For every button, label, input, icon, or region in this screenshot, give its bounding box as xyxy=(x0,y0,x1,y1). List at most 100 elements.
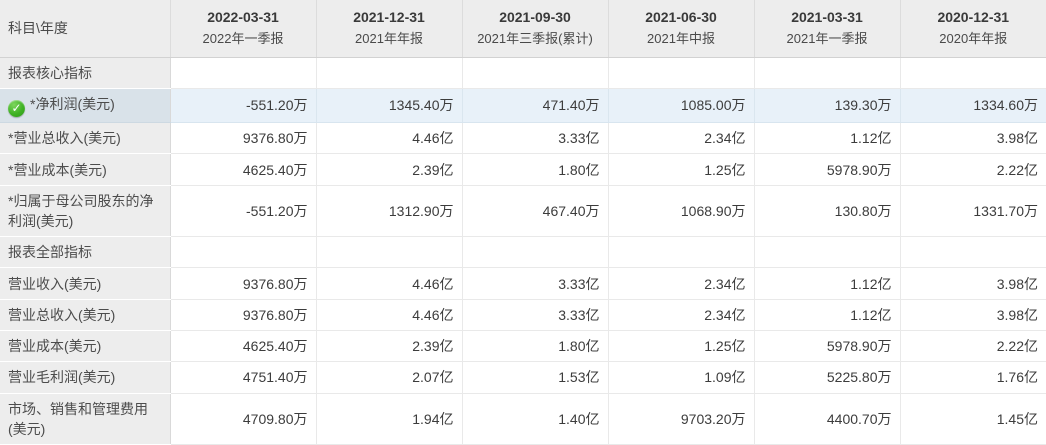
cell-value: 4.46亿 xyxy=(315,122,462,155)
cell-value: 1.45亿 xyxy=(899,393,1046,445)
cell-value: 1331.70万 xyxy=(899,185,1046,238)
empty-cell xyxy=(753,236,900,269)
column-header-date: 2022-03-31 xyxy=(207,9,279,26)
cell-value: 1.80亿 xyxy=(461,153,608,186)
cell-value: 5225.80万 xyxy=(753,361,900,394)
cell-value: 1334.60万 xyxy=(899,88,1046,124)
table-row[interactable]: 营业收入(美元) 9376.80万 4.46亿 3.33亿 2.34亿 1.12亿 3.98… xyxy=(0,267,1046,300)
row-label: 营业收入(美元) xyxy=(0,267,171,300)
column-header-date: 2021-06-30 xyxy=(645,9,717,26)
row-label-text: *净利润(美元) xyxy=(30,95,115,112)
cell-value: 3.33亿 xyxy=(461,299,608,331)
corner-header: 科目\年度 xyxy=(0,0,170,58)
row-label-text: 市场、销售和管理费用(美元) xyxy=(8,400,148,437)
row-label: 市场、销售和管理费用(美元) xyxy=(0,393,171,445)
cell-value: 4400.70万 xyxy=(753,393,900,445)
empty-cell xyxy=(169,57,316,89)
row-label-text: *营业总收入(美元) xyxy=(8,130,121,147)
row-label-text: 营业总收入(美元) xyxy=(8,306,116,323)
row-label-text: *归属于母公司股东的净利润(美元) xyxy=(8,192,154,229)
section-row: 报表核心指标 xyxy=(0,57,1046,89)
column-header-period: 2021年三季报(累计) xyxy=(477,31,593,47)
cell-value: 4709.80万 xyxy=(169,393,316,445)
empty-cell xyxy=(607,236,754,269)
row-label: *营业成本(美元) xyxy=(0,153,171,186)
cell-value: 2.34亿 xyxy=(607,299,754,331)
table-row[interactable]: ✓ *净利润(美元) -551.20万 1345.40万 471.40万 1085.00万… xyxy=(0,88,1046,124)
cell-value: 1.12亿 xyxy=(753,299,900,331)
cell-value: 1.12亿 xyxy=(753,267,900,300)
column-header: 2022-03-31 2022年一季报 xyxy=(169,0,316,58)
table-row[interactable]: 市场、销售和管理费用(美元) 4709.80万 1.94亿 1.40亿 9703.20万… xyxy=(0,393,1046,445)
cell-value: 2.34亿 xyxy=(607,122,754,155)
cell-value: 5978.90万 xyxy=(753,330,900,363)
row-label-text: 营业成本(美元) xyxy=(8,338,102,355)
row-label-text: 报表全部指标 xyxy=(8,244,92,261)
cell-value: 1.94亿 xyxy=(315,393,462,445)
cell-value: 9376.80万 xyxy=(169,267,316,300)
cell-value: 9703.20万 xyxy=(607,393,754,445)
column-header-period: 2022年一季报 xyxy=(202,31,284,47)
cell-value: 2.34亿 xyxy=(607,267,754,300)
cell-value: 1.80亿 xyxy=(461,330,608,363)
empty-cell xyxy=(899,57,1046,89)
column-header-period: 2021年中报 xyxy=(647,31,715,47)
cell-value: -551.20万 xyxy=(169,185,316,238)
empty-cell xyxy=(461,236,608,269)
table-row[interactable]: 营业总收入(美元) 9376.80万 4.46亿 3.33亿 2.34亿 1.12亿 3.9… xyxy=(0,299,1046,331)
cell-value: 1345.40万 xyxy=(315,88,462,124)
column-header: 2021-09-30 2021年三季报(累计) xyxy=(461,0,608,58)
cell-value: 1085.00万 xyxy=(607,88,754,124)
empty-cell xyxy=(461,57,608,89)
row-label-text: *营业成本(美元) xyxy=(8,161,107,178)
row-label: 营业毛利润(美元) xyxy=(0,361,171,394)
cell-value: 9376.80万 xyxy=(169,299,316,331)
cell-value: 3.98亿 xyxy=(899,122,1046,155)
empty-cell xyxy=(753,57,900,89)
cell-value: 1.25亿 xyxy=(607,153,754,186)
cell-value: 9376.80万 xyxy=(169,122,316,155)
cell-value: 130.80万 xyxy=(753,185,900,238)
row-label-text: 营业毛利润(美元) xyxy=(8,369,116,386)
column-header-date: 2021-12-31 xyxy=(353,9,425,26)
cell-value: 1.25亿 xyxy=(607,330,754,363)
empty-cell xyxy=(607,57,754,89)
cell-value: 4.46亿 xyxy=(315,299,462,331)
table-row[interactable]: 营业毛利润(美元) 4751.40万 2.07亿 1.53亿 1.09亿 5225.80万… xyxy=(0,361,1046,394)
column-header-date: 2021-03-31 xyxy=(791,9,863,26)
table-row[interactable]: *归属于母公司股东的净利润(美元) -551.20万 1312.90万 467.40万… xyxy=(0,185,1046,238)
row-label-text: 营业收入(美元) xyxy=(8,275,102,292)
empty-cell xyxy=(899,236,1046,269)
column-header-period: 2021年年报 xyxy=(355,31,423,47)
column-header: 2021-06-30 2021年中报 xyxy=(607,0,754,58)
cell-value: 4625.40万 xyxy=(169,330,316,363)
cell-value: 2.07亿 xyxy=(315,361,462,394)
column-header: 2021-03-31 2021年一季报 xyxy=(753,0,900,58)
row-label: 营业总收入(美元) xyxy=(0,299,171,331)
cell-value: 2.22亿 xyxy=(899,330,1046,363)
cell-value: -551.20万 xyxy=(169,88,316,124)
column-header: 2021-12-31 2021年年报 xyxy=(315,0,462,58)
cell-value: 2.39亿 xyxy=(315,330,462,363)
empty-cell xyxy=(315,57,462,89)
column-header-period: 2021年一季报 xyxy=(786,31,868,47)
table-row[interactable]: *营业总收入(美元) 9376.80万 4.46亿 3.33亿 2.34亿 1.12亿 3.… xyxy=(0,122,1046,155)
empty-cell xyxy=(169,236,316,269)
table-row[interactable]: *营业成本(美元) 4625.40万 2.39亿 1.80亿 1.25亿 5978.90万… xyxy=(0,153,1046,186)
cell-value: 1312.90万 xyxy=(315,185,462,238)
row-label-text: 报表核心指标 xyxy=(8,64,92,81)
cell-value: 2.39亿 xyxy=(315,153,462,186)
cell-value: 1.09亿 xyxy=(607,361,754,394)
cell-value: 3.98亿 xyxy=(899,299,1046,331)
check-icon[interactable]: ✓ xyxy=(8,99,25,117)
cell-value: 139.30万 xyxy=(753,88,900,124)
cell-value: 2.22亿 xyxy=(899,153,1046,186)
column-header-date: 2020-12-31 xyxy=(937,9,1010,26)
table-row[interactable]: 营业成本(美元) 4625.40万 2.39亿 1.80亿 1.25亿 5978.90万 2… xyxy=(0,330,1046,363)
cell-value: 1.12亿 xyxy=(753,122,900,155)
section-label: 报表核心指标 xyxy=(0,57,171,89)
cell-value: 467.40万 xyxy=(461,185,608,238)
column-header-period: 2020年年报 xyxy=(939,31,1008,47)
